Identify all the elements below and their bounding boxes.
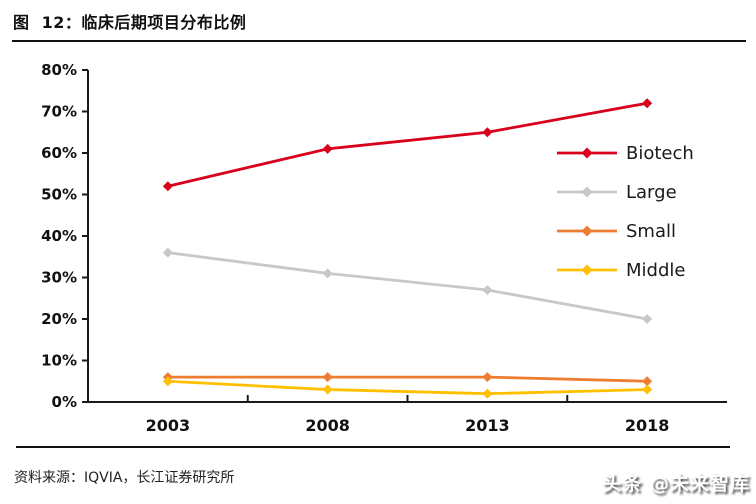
legend-marker-small bbox=[581, 225, 593, 237]
source-note: 资料来源：IQVIA，长江证券研究所 bbox=[14, 470, 235, 486]
y-axis-tick-label: 10% bbox=[41, 352, 77, 370]
series-marker-small bbox=[322, 372, 333, 383]
series-marker-small bbox=[482, 372, 493, 383]
series-line-large bbox=[166, 251, 649, 321]
x-axis-tick-label: 2003 bbox=[146, 416, 191, 435]
series-marker-biotech bbox=[322, 143, 333, 154]
footer-rule bbox=[16, 446, 730, 448]
series-marker-middle bbox=[642, 384, 653, 395]
series-marker-middle bbox=[322, 384, 333, 395]
y-axis-tick-label: 0% bbox=[52, 393, 77, 411]
y-axis-tick-label: 50% bbox=[41, 186, 77, 204]
y-axis-tick-label: 20% bbox=[41, 310, 77, 328]
watermark: 头条 @未来智库 bbox=[602, 473, 750, 495]
y-axis-tick-label: 60% bbox=[41, 144, 77, 162]
series-marker-biotech bbox=[642, 98, 653, 109]
x-axis-tick-label: 2018 bbox=[625, 416, 670, 435]
series-marker-large bbox=[642, 314, 653, 324]
y-axis-tick-label: 70% bbox=[41, 103, 77, 121]
figure-title: 图 12：临床后期项目分布比例 bbox=[13, 13, 247, 32]
x-axis-tick-label: 2008 bbox=[305, 416, 350, 435]
y-axis-tick-label: 30% bbox=[41, 269, 77, 287]
y-axis-tick-label: 80% bbox=[41, 61, 77, 79]
title-rule bbox=[12, 40, 746, 42]
legend-label-small: Small bbox=[626, 221, 676, 242]
legend-marker-middle bbox=[581, 264, 593, 276]
series-marker-middle bbox=[482, 388, 493, 399]
series-marker-biotech bbox=[482, 127, 493, 138]
y-axis-tick-label: 40% bbox=[41, 227, 77, 245]
legend-marker-biotech bbox=[581, 147, 593, 159]
series-line-middle bbox=[166, 379, 649, 396]
x-axis-tick-label: 2013 bbox=[465, 416, 510, 435]
legend-marker-large bbox=[581, 186, 593, 198]
line-chart: 0% 10% 20% 30% 40% 50% 60% 70% 80% 2003 2008 2013 20… bbox=[41, 61, 727, 435]
series-marker-biotech bbox=[162, 181, 173, 192]
series-marker-large bbox=[162, 247, 173, 258]
series-line-biotech bbox=[166, 101, 649, 188]
legend-label-large: Large bbox=[626, 182, 677, 203]
series-marker-middle bbox=[162, 376, 173, 387]
series-marker-large bbox=[482, 284, 493, 295]
series-line-small bbox=[166, 375, 649, 383]
series-marker-large bbox=[322, 268, 333, 279]
legend-label-middle: Middle bbox=[626, 260, 685, 281]
legend-label-biotech: Biotech bbox=[626, 143, 694, 164]
series-marker-small bbox=[642, 376, 653, 387]
